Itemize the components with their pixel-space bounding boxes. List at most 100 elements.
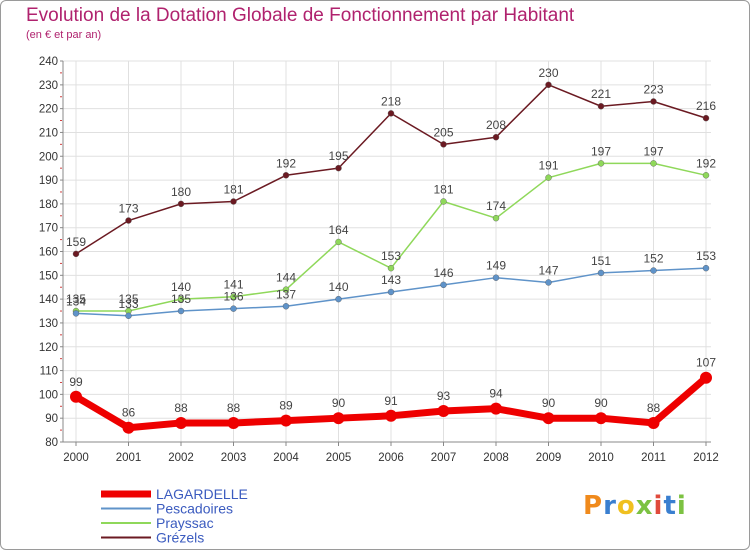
data-label: 208 (486, 118, 506, 132)
y-tick-label: 90 (45, 413, 58, 425)
data-label: 133 (118, 297, 138, 311)
data-point (282, 172, 290, 179)
data-point (700, 371, 712, 384)
data-point (70, 390, 82, 403)
series-lagardelle: 99 86 88 88 89 90 91 93 94 90 90 88 107 (69, 356, 716, 434)
x-tick-label: 2010 (588, 452, 614, 464)
y-tick-label: 230 (39, 80, 58, 92)
data-label: 205 (433, 125, 453, 139)
x-tick-label: 2005 (326, 452, 352, 464)
data-point (227, 416, 240, 429)
data-label: 181 (223, 182, 243, 196)
data-point (175, 416, 187, 429)
legend-item-grezels: Grézels (101, 530, 204, 546)
logo-letter: o (616, 491, 636, 521)
data-label: 91 (384, 394, 398, 408)
data-point (72, 310, 80, 317)
data-point (597, 269, 605, 277)
legend-label: Grézels (156, 530, 204, 546)
data-label: 146 (433, 266, 453, 280)
data-point (332, 412, 345, 425)
legend-item-pescadoires: Pescadoires (101, 501, 233, 517)
x-tick-label: 2004 (273, 452, 299, 464)
y-tick-label: 210 (39, 127, 58, 139)
data-label: 197 (643, 144, 663, 158)
data-label: 137 (276, 287, 296, 301)
data-point (545, 174, 552, 181)
data-label: 93 (437, 389, 451, 403)
data-label: 99 (69, 375, 83, 389)
data-point (230, 305, 237, 312)
data-label: 197 (591, 144, 611, 158)
data-point (542, 412, 555, 425)
x-tick-label: 2000 (63, 452, 89, 464)
data-point (122, 421, 135, 434)
logo-letter: x (635, 491, 654, 521)
x-tick-label: 2003 (221, 452, 247, 464)
x-tick-label: 2007 (431, 452, 457, 464)
data-point (177, 295, 185, 303)
data-label: 135 (171, 292, 191, 306)
series-grezels: 159 173 180 181 192 195 218 205 208 230 221 223 216 (66, 66, 716, 258)
data-label: 144 (276, 271, 296, 285)
data-label: 140 (171, 280, 191, 294)
data-label: 86 (122, 406, 136, 420)
data-point (72, 250, 80, 258)
data-point (387, 288, 395, 296)
y-tick-label: 150 (39, 270, 58, 282)
data-label: 134 (66, 294, 86, 308)
data-point (490, 402, 502, 415)
data-label: 89 (279, 399, 293, 413)
data-point (647, 416, 660, 429)
data-point (125, 217, 132, 224)
y-tick-label: 180 (39, 199, 58, 211)
data-point (597, 160, 605, 167)
data-point (650, 267, 657, 274)
data-label: 90 (542, 396, 556, 410)
data-label: 88 (647, 401, 661, 415)
x-tick-label: 2012 (693, 452, 719, 464)
data-point (282, 286, 290, 293)
data-point (440, 281, 447, 289)
data-label: 140 (328, 280, 348, 294)
data-label: 90 (594, 396, 608, 410)
data-label: 152 (643, 252, 663, 266)
y-tick-label: 120 (39, 342, 58, 354)
y-tick-label: 200 (39, 151, 58, 163)
y-tick-label: 220 (39, 104, 58, 116)
data-point (335, 295, 342, 303)
data-label: 136 (223, 290, 243, 304)
data-point (125, 312, 132, 319)
x-tick-label: 2009 (536, 452, 562, 464)
data-point (492, 214, 500, 222)
data-label: 195 (328, 149, 348, 163)
data-point (230, 198, 237, 205)
logo-letter: t (663, 491, 677, 521)
logo-letter: i (676, 491, 687, 521)
data-label: 191 (538, 159, 558, 173)
data-point (335, 238, 342, 246)
data-label: 216 (696, 99, 716, 113)
legend-label: Prayssac (156, 515, 214, 531)
x-tick-label: 2002 (168, 452, 194, 464)
data-point (385, 409, 397, 422)
data-label: 153 (381, 249, 401, 263)
data-point (702, 114, 710, 122)
chart-title: Evolution de la Dotation Globale de Fonc… (26, 5, 575, 26)
logo-letter: i (653, 491, 664, 521)
x-tick-label: 2001 (116, 452, 142, 464)
data-label: 153 (696, 249, 716, 263)
data-label: 151 (591, 254, 611, 268)
data-label: 230 (538, 66, 558, 80)
y-tick-label: 240 (39, 56, 58, 68)
data-label: 88 (174, 401, 188, 415)
legend-item-lagardelle: LAGARDELLE (101, 486, 248, 502)
y-tick-label: 160 (39, 247, 58, 259)
data-point (177, 307, 185, 315)
y-tick-label: 110 (40, 366, 58, 378)
data-label: 192 (696, 156, 716, 170)
data-label: 218 (381, 94, 401, 108)
data-label: 90 (332, 396, 346, 410)
